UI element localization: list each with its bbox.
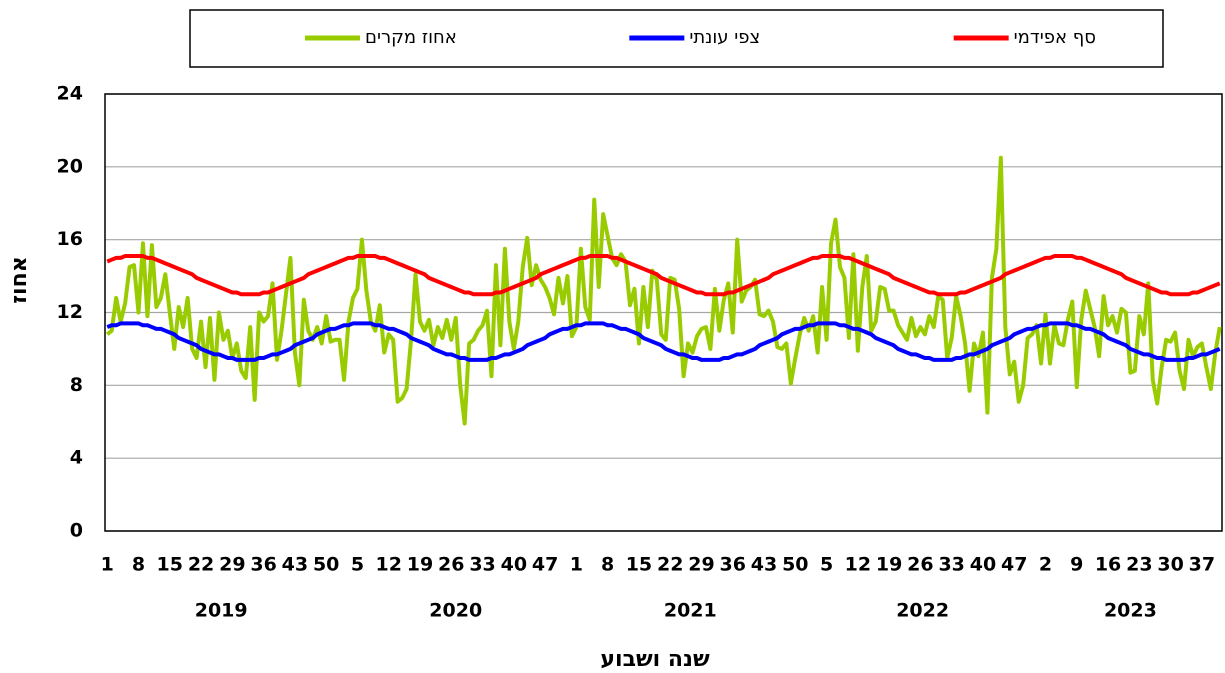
x-tick-label: 36 xyxy=(720,554,746,576)
y-axis-title: אחוז xyxy=(7,256,32,304)
x-tick-label: 29 xyxy=(688,554,714,576)
year-label: 2021 xyxy=(664,600,717,622)
x-axis-title: שנה ושבוע xyxy=(600,647,710,672)
x-tick-label: 19 xyxy=(876,554,902,576)
x-tick-label: 15 xyxy=(626,554,652,576)
x-tick-label: 8 xyxy=(601,554,614,576)
x-tick-label: 22 xyxy=(188,554,214,576)
series-line xyxy=(106,254,1221,297)
y-tick-label: 20 xyxy=(57,155,83,177)
year-label: 2020 xyxy=(429,600,482,622)
x-tick-label: 37 xyxy=(1189,554,1215,576)
legend-label: צפי עונתי xyxy=(689,27,760,48)
x-tick-label: 47 xyxy=(532,554,558,576)
x-tick-label: 43 xyxy=(282,554,308,576)
x-tick-label: 12 xyxy=(845,554,871,576)
x-tick-label: 50 xyxy=(313,554,339,576)
x-tick-label: 40 xyxy=(501,554,527,576)
x-tick-label: 36 xyxy=(250,554,276,576)
y-tick-label: 0 xyxy=(70,520,83,542)
x-tick-label: 15 xyxy=(157,554,183,576)
x-tick-label: 2 xyxy=(1039,554,1052,576)
x-tick-label: 9 xyxy=(1070,554,1083,576)
y-tick-label: 16 xyxy=(57,228,83,250)
x-tick-label: 29 xyxy=(219,554,245,576)
x-tick-label: 8 xyxy=(132,554,145,576)
legend-label: סף אפידמי xyxy=(1014,27,1096,48)
x-tick-label: 1 xyxy=(101,554,114,576)
y-tick-label: 24 xyxy=(57,83,83,105)
x-tick-label: 47 xyxy=(1001,554,1027,576)
y-tick-label: 12 xyxy=(57,301,83,323)
plot-border xyxy=(104,93,1223,532)
y-tick-label: 8 xyxy=(70,374,83,396)
x-tick-label: 19 xyxy=(407,554,433,576)
x-tick-label: 43 xyxy=(751,554,777,576)
x-tick-label: 22 xyxy=(657,554,683,576)
x-tick-label: 5 xyxy=(820,554,833,576)
x-tick-label: 26 xyxy=(907,554,933,576)
y-tick-label: 4 xyxy=(70,447,83,469)
x-tick-label: 16 xyxy=(1095,554,1121,576)
series-line xyxy=(106,321,1221,362)
legend-label: אחוז מקרים xyxy=(365,27,457,48)
x-tick-label: 50 xyxy=(782,554,808,576)
x-tick-label: 23 xyxy=(1126,554,1152,576)
x-tick-label: 33 xyxy=(469,554,495,576)
x-tick-label: 26 xyxy=(438,554,464,576)
x-tick-label: 30 xyxy=(1157,554,1183,576)
year-label: 2022 xyxy=(896,600,949,622)
x-tick-label: 12 xyxy=(375,554,401,576)
year-label: 2023 xyxy=(1104,600,1157,622)
x-tick-label: 40 xyxy=(970,554,996,576)
x-tick-label: 1 xyxy=(570,554,583,576)
year-label: 2019 xyxy=(195,600,248,622)
x-tick-label: 33 xyxy=(938,554,964,576)
x-tick-label: 5 xyxy=(351,554,364,576)
